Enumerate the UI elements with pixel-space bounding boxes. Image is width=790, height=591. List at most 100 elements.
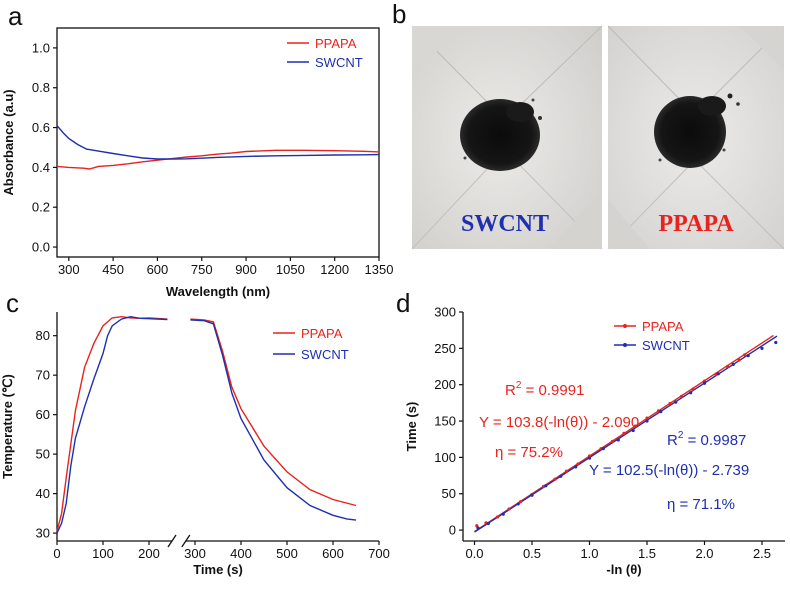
- axis-break-mark: [167, 534, 177, 548]
- series-line-swcnt: [56, 315, 168, 534]
- data-point-swcnt: [516, 502, 520, 506]
- ppapa-r2-value: = 0.9991: [521, 382, 584, 399]
- data-point-swcnt: [645, 419, 649, 423]
- legend-label-ppapa: PPAPA: [301, 326, 343, 341]
- data-point-swcnt: [731, 362, 735, 366]
- legend-marker-swcnt: [623, 343, 627, 347]
- data-point-swcnt: [746, 354, 750, 358]
- y-tick-label: 70: [36, 368, 50, 383]
- y-tick-label: 300: [434, 305, 456, 320]
- y-tick-label: 200: [434, 377, 456, 392]
- data-point-swcnt: [760, 346, 764, 350]
- x-tick-label: 2.0: [695, 546, 713, 561]
- data-point-ppapa: [725, 364, 730, 369]
- x-tick-label: 1.0: [580, 546, 598, 561]
- data-point-swcnt: [559, 474, 563, 478]
- x-tick-label: 400: [230, 546, 252, 561]
- y-tick-label: 150: [434, 414, 456, 429]
- x-tick-label: 600: [147, 262, 169, 277]
- x-tick-label: 1.5: [638, 546, 656, 561]
- legend-label-swcnt: SWCNT: [642, 338, 690, 353]
- photo-ppapa: PPAPA: [607, 25, 785, 250]
- ppapa-efficiency: η = 75.2%: [495, 444, 563, 461]
- swcnt-r2-value: = 0.9987: [683, 432, 746, 449]
- data-point-swcnt: [702, 381, 707, 385]
- chart-absorbance: 300 450 600 750 900 1050 1200 1350 0.0 0.2 0.4 0.6 0…: [1, 27, 394, 299]
- x-tick-label: 600: [322, 546, 344, 561]
- swcnt-fit-equation: Y = 102.5(-ln(θ)) - 2.739: [589, 462, 749, 479]
- x-axis-label: Wavelength (nm): [166, 284, 270, 299]
- x-tick-label: 1350: [365, 262, 394, 277]
- y-tick-label: 60: [36, 407, 50, 422]
- legend-label-ppapa: PPAPA: [642, 319, 684, 334]
- data-point-ppapa: [645, 416, 649, 420]
- y-tick-label: 0: [449, 523, 456, 538]
- series-line-ppapa: [190, 318, 357, 507]
- y-tick-label: 0.8: [32, 80, 50, 95]
- data-point-ppapa: [622, 431, 626, 436]
- data-point-ppapa: [679, 394, 684, 398]
- swcnt-efficiency: η = 71.1%: [667, 496, 735, 513]
- y-tick-label: 100: [434, 450, 456, 465]
- data-point-swcnt: [501, 512, 505, 516]
- data-point-ppapa: [553, 477, 557, 481]
- photo-swcnt: SWCNT: [411, 25, 603, 250]
- series-line-ppapa: [56, 315, 168, 532]
- x-tick-label: 200: [138, 546, 160, 561]
- data-point-swcnt: [674, 400, 678, 404]
- data-point-ppapa: [737, 358, 741, 362]
- data-point-ppapa: [576, 462, 580, 466]
- y-tick-label: 0.6: [32, 120, 50, 135]
- data-point-ppapa: [610, 439, 615, 444]
- y-tick-label: 30: [36, 526, 50, 541]
- swcnt-r2-symbol: R: [667, 432, 678, 449]
- legend-label-swcnt: SWCNT: [315, 55, 363, 70]
- y-axis-label: Temperature (℃): [0, 374, 15, 479]
- ppapa-fit-equation: Y = 103.8(-ln(θ)) - 2.090: [479, 414, 639, 431]
- data-point-ppapa: [668, 402, 672, 406]
- y-axis-label: Time (s): [404, 402, 419, 452]
- data-point-ppapa: [599, 447, 603, 451]
- ppapa-r2-annotation: R2 = 0.9991: [505, 380, 584, 399]
- x-tick-label: 700: [368, 546, 390, 561]
- y-tick-label: 80: [36, 328, 50, 343]
- legend-label-swcnt: SWCNT: [301, 347, 349, 362]
- y-tick-label: 40: [36, 486, 50, 501]
- y-tick-label: 50: [442, 486, 456, 501]
- photo-label-swcnt: SWCNT: [461, 211, 549, 237]
- chart-temperature: 0 100 200 300 400 500 600 700 30 40 50 60 70 80 Time (…: [0, 312, 390, 577]
- data-point-ppapa: [495, 515, 500, 519]
- series-line-swcnt: [56, 125, 380, 160]
- data-point-ppapa: [743, 353, 747, 357]
- data-point-swcnt: [476, 526, 480, 530]
- data-point-swcnt: [574, 465, 578, 469]
- legend-marker-ppapa: [623, 324, 627, 328]
- x-tick-label: 0.0: [465, 546, 483, 561]
- y-tick-label: 0.0: [32, 240, 50, 255]
- x-tick-label: 2.5: [753, 546, 771, 561]
- x-tick-label: 0.5: [523, 546, 541, 561]
- ppapa-r2-symbol: R: [505, 382, 516, 399]
- x-tick-label: 100: [92, 546, 114, 561]
- y-tick-label: 250: [434, 341, 456, 356]
- swcnt-r2-annotation: R2 = 0.9987: [667, 430, 746, 449]
- x-tick-label: 1050: [276, 262, 305, 277]
- photo-label-ppapa: PPAPA: [658, 211, 734, 237]
- series-line-ppapa: [56, 149, 380, 170]
- swcnt-r2-superscript: 2: [678, 430, 684, 441]
- legend-label-ppapa: PPAPA: [315, 36, 357, 51]
- data-point-ppapa: [633, 424, 638, 428]
- y-tick-label: 0.4: [32, 160, 50, 175]
- y-tick-label: 0.2: [32, 200, 50, 215]
- y-axis-label: Absorbance (a.u): [1, 89, 16, 195]
- data-point-ppapa: [691, 387, 695, 391]
- x-tick-label: 900: [235, 262, 257, 277]
- data-point-swcnt: [616, 438, 620, 442]
- y-tick-label: 1.0: [32, 40, 50, 55]
- data-point-swcnt: [544, 484, 548, 488]
- x-axis-label: -ln (θ): [606, 562, 641, 577]
- x-tick-label: 500: [276, 546, 298, 561]
- x-axis-label: Time (s): [193, 562, 243, 577]
- data-point-swcnt: [774, 340, 778, 345]
